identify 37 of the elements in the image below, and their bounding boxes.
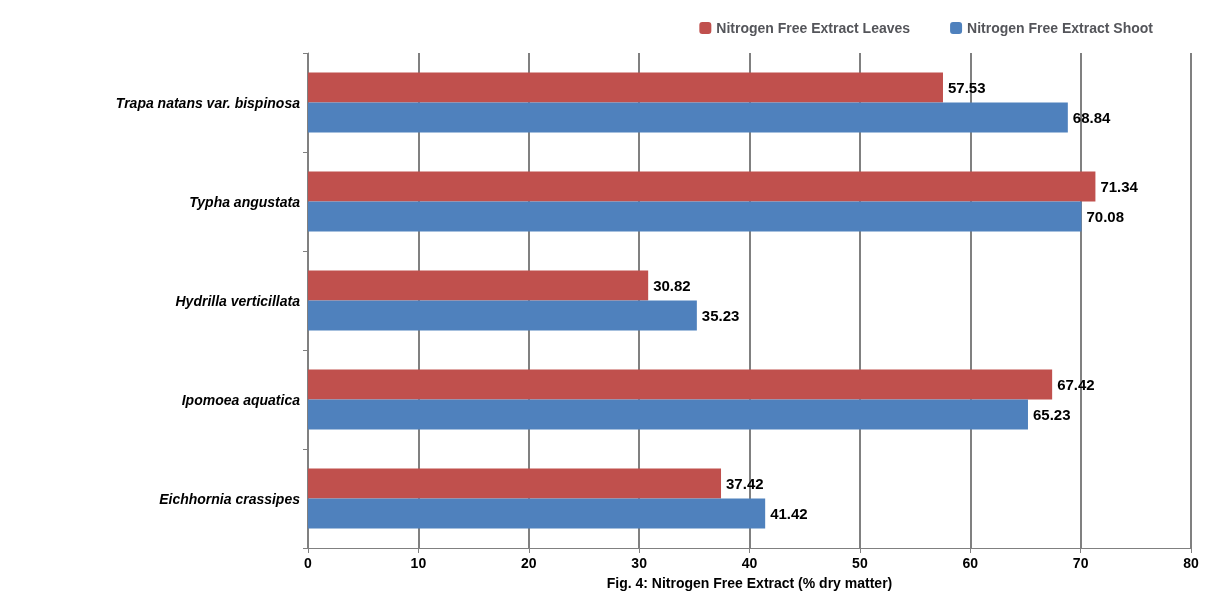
bar [308, 270, 649, 301]
x-axis-title: Fig. 4: Nitrogen Free Extract (% dry matter) [606, 575, 893, 591]
x-tick-label: 20 [520, 555, 537, 571]
legend-label: Nitrogen Free Extract Leaves [716, 20, 911, 36]
data-label: 57.53 [947, 79, 986, 96]
legend-label: Nitrogen Free Extract Shoot [967, 20, 1154, 36]
bar [308, 468, 722, 499]
bar [308, 369, 1053, 400]
y-tick-label: Eichhornia crassipes [159, 490, 301, 507]
bar [308, 102, 1068, 133]
data-label: 35.23 [701, 307, 740, 324]
y-tick-label: Hydrilla verticillata [175, 292, 301, 309]
x-tick-label: 60 [962, 555, 979, 571]
y-tick-label: Ipomoea aquatica [181, 391, 301, 408]
bar [308, 399, 1028, 430]
bar [308, 171, 1096, 202]
y-tick-label: Typha angustata [189, 193, 301, 210]
bar [308, 300, 697, 331]
y-tick-label: Trapa natans var. bispinosa [115, 94, 301, 111]
x-tick-label: 0 [304, 555, 313, 571]
x-tick-label: 70 [1072, 555, 1089, 571]
x-tick-label: 10 [410, 555, 427, 571]
data-label: 68.84 [1072, 109, 1112, 126]
data-label: 65.23 [1032, 406, 1071, 423]
data-label: 67.42 [1057, 376, 1095, 393]
bar [308, 72, 943, 103]
x-tick-label: 50 [852, 555, 868, 571]
bar [308, 201, 1082, 232]
x-tick-label: 40 [741, 555, 758, 571]
data-label: 30.82 [653, 277, 691, 294]
x-tick-label: 80 [1183, 555, 1199, 571]
bar [308, 498, 766, 529]
x-tick-label: 30 [631, 555, 648, 571]
data-label: 71.34 [1100, 178, 1139, 195]
data-label: 70.08 [1086, 208, 1125, 225]
data-label: 37.42 [726, 475, 764, 492]
data-label: 41.42 [770, 505, 808, 522]
